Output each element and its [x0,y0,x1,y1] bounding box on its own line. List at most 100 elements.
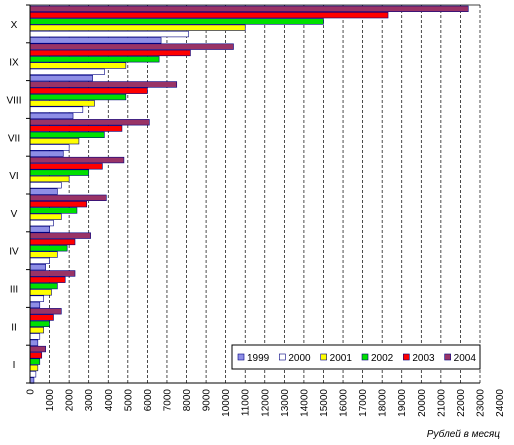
x-tick-label: 10000 [221,389,232,417]
y-tick-label-VI: VI [9,171,18,182]
bar-2001-VI [29,175,70,183]
bar-2003-I [29,352,43,359]
bar-2000-VI [29,182,62,189]
bar-1999-II [29,339,39,346]
y-tick-label-IX: IX [9,58,19,69]
bar-2002-X [29,18,324,25]
bar-2001-IX [29,62,127,69]
bar-2001-X [29,24,246,31]
legend-box [231,344,481,370]
bar-2001-I [29,364,39,372]
x-tick-label: 21000 [436,389,447,417]
legend-swatch-2004 [444,353,451,361]
legend-swatch-2000 [279,353,286,361]
x-tick-label: 20000 [417,389,428,417]
bar-2000-I [29,371,37,378]
x-tick-label: 5000 [123,389,134,412]
bar-2004-V [29,194,107,201]
x-tick-label: 19000 [397,389,408,417]
bar-2002-IX [29,56,160,63]
x-tick-label: 12000 [260,389,271,417]
bar-2002-I [29,358,41,365]
axes [26,4,480,384]
legend-swatch-1999 [237,353,245,361]
x-tick-label: 17000 [358,389,369,417]
bar-1999-X [29,37,162,44]
legend-label-2001: 2001 [330,353,353,364]
bar-2002-V [29,207,78,214]
bar-2004-IV [29,232,91,239]
x-tick-label: 11000 [241,389,252,417]
bar-2003-VIII [29,87,148,94]
bar-2001-VIII [29,100,95,107]
bar-2000-V [29,219,54,227]
bar-2002-VI [29,169,89,176]
legend: 1999 2000 2001 2002 2003 2004 [231,344,481,370]
x-tick-label: 15000 [319,389,330,417]
y-tick-label-IV: IV [9,247,19,258]
x-tick-label: 6000 [143,389,154,412]
bar-2000-III [29,295,44,302]
bar-1999-V [29,226,50,233]
bar-2002-VIII [29,93,127,101]
y-tick-label-III: III [10,285,18,296]
y-tick-label-VII: VII [8,133,20,144]
x-tick-label: 9000 [202,389,213,412]
legend-swatch-2002 [361,353,369,361]
bar-1999-IX [29,75,93,82]
bar-1999-III [29,301,41,309]
bar-2000-IV [29,257,50,264]
y-tick-label-II: II [11,322,17,333]
x-tick-label: 2000 [65,389,76,412]
x-tick-label: 13000 [280,389,291,417]
legend-swatch-2001 [320,353,327,361]
legend-swatch-2003 [403,353,410,361]
bar-2003-III [29,276,66,283]
x-tick-label: 16000 [339,389,350,417]
x-tick-label: 0 [26,389,37,395]
legend-label-2002: 2002 [371,353,394,364]
bar-2001-III [29,289,52,296]
bar-2004-VIII [29,81,178,88]
legend-label-1999: 1999 [247,353,270,364]
bar-1999-VI [29,188,58,195]
bar-2004-I [29,345,46,353]
bar-2002-VII [29,131,105,138]
x-tick-label: 4000 [104,389,115,412]
x-tick-label: 23000 [476,389,487,417]
bar-2003-IV [29,238,76,246]
bars [29,5,469,384]
bar-2004-IX [29,43,234,50]
x-tick-labels: 0 1000 2000 3000 4000 5000 6000 7000 8000 9000 100… [26,389,507,417]
x-tick-label: 18000 [378,389,389,417]
x-tick-label: 7000 [162,389,173,412]
bar-2004-VII [29,119,150,126]
legend-label-2004: 2004 [454,353,477,364]
bar-1999-IV [29,263,46,271]
x-tick-label: 22000 [456,389,467,417]
x-tick-label: 3000 [84,389,95,412]
bar-2003-VI [29,163,103,170]
x-tick-label: 24000 [495,389,506,417]
bar-2004-X [29,5,469,12]
bar-2003-IX [29,49,191,57]
bar-2002-IV [29,245,68,252]
bar-2002-III [29,282,58,290]
bar-1999-VIII [29,112,74,120]
bar-1999-VII [29,150,64,157]
bar-2003-X [29,12,389,19]
bar-2004-VI [29,156,125,164]
bar-2003-V [29,201,88,208]
y-tick-label-X: X [11,20,18,31]
bar-2004-II [29,308,62,315]
y-tick-label-I: I [13,360,16,371]
x-tick-label: 14000 [299,389,310,417]
x-tick-label: 8000 [182,389,193,412]
bar-2001-II [29,326,44,334]
bar-2002-II [29,320,50,327]
y-tick-label-VIII: VIII [6,96,21,107]
bar-2000-VIII [29,106,84,113]
bar-2001-IV [29,251,58,258]
